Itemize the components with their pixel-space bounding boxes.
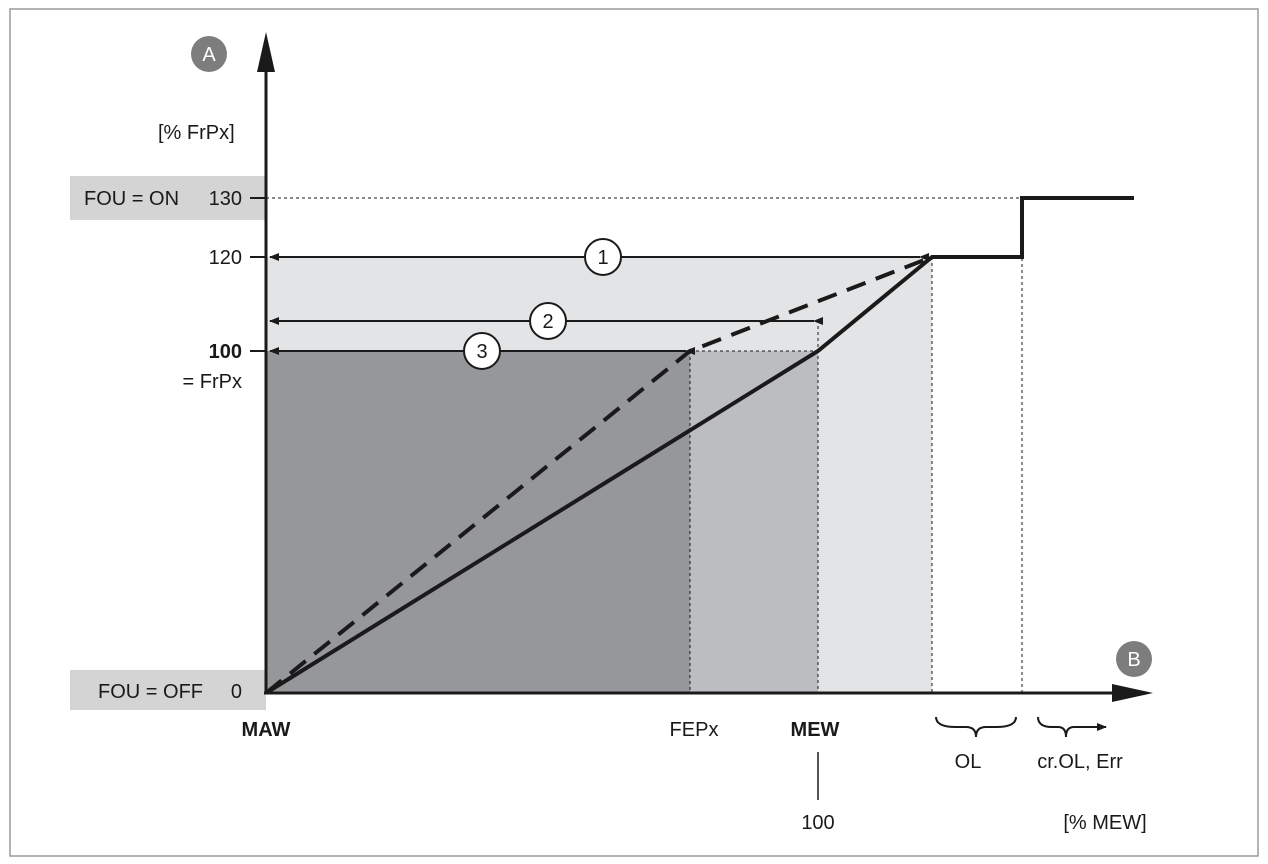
x-label-mew: MEW xyxy=(791,719,840,741)
diagram-frame xyxy=(9,8,1259,857)
range-marker-2-number: 2 xyxy=(542,311,553,333)
range-marker-1-number: 1 xyxy=(597,247,608,269)
y-axis-badge-letter: A xyxy=(202,44,216,66)
x-axis-unit-label: [% MEW] xyxy=(1063,812,1146,834)
y-tick-100-frpx: = FrPx xyxy=(183,371,242,393)
fou-on-label-box xyxy=(70,176,266,220)
range-marker-1: 1 xyxy=(584,238,622,276)
range-marker-3: 3 xyxy=(463,332,501,370)
range-marker-3-number: 3 xyxy=(476,341,487,363)
fou-on-label: FOU = ON xyxy=(84,188,179,210)
characteristic-curve-dashed xyxy=(264,255,933,695)
x-label-fepx: FEPx xyxy=(670,719,719,741)
x-axis-badge: B xyxy=(1116,641,1152,677)
err-brace xyxy=(1037,716,1084,738)
y-tick-120: 120 xyxy=(209,247,242,269)
y-axis-unit-label: [% FrPx] xyxy=(158,122,235,144)
x-label-maw: MAW xyxy=(242,719,291,741)
x-axis-arrowhead xyxy=(1112,684,1153,702)
x-label-mew-value: 100 xyxy=(801,812,834,834)
x-label-err: cr.OL, Err xyxy=(1037,751,1123,773)
y-tick-130: 130 xyxy=(209,188,242,210)
fou-off-label: FOU = OFF xyxy=(98,681,203,703)
range-marker-2: 2 xyxy=(529,302,567,340)
x-axis-badge-letter: B xyxy=(1127,649,1140,671)
characteristic-curve-solid xyxy=(264,196,1134,695)
ol-brace xyxy=(935,716,1017,738)
y-axis-ticks xyxy=(250,197,266,352)
y-tick-0: 0 xyxy=(231,681,242,703)
y-axis-badge: A xyxy=(191,36,227,72)
x-label-ol: OL xyxy=(955,751,982,773)
y-tick-100: 100 xyxy=(209,341,242,363)
y-axis-arrowhead xyxy=(257,32,275,72)
guide-lines xyxy=(266,197,1023,693)
fou-off-label-box xyxy=(70,670,266,710)
